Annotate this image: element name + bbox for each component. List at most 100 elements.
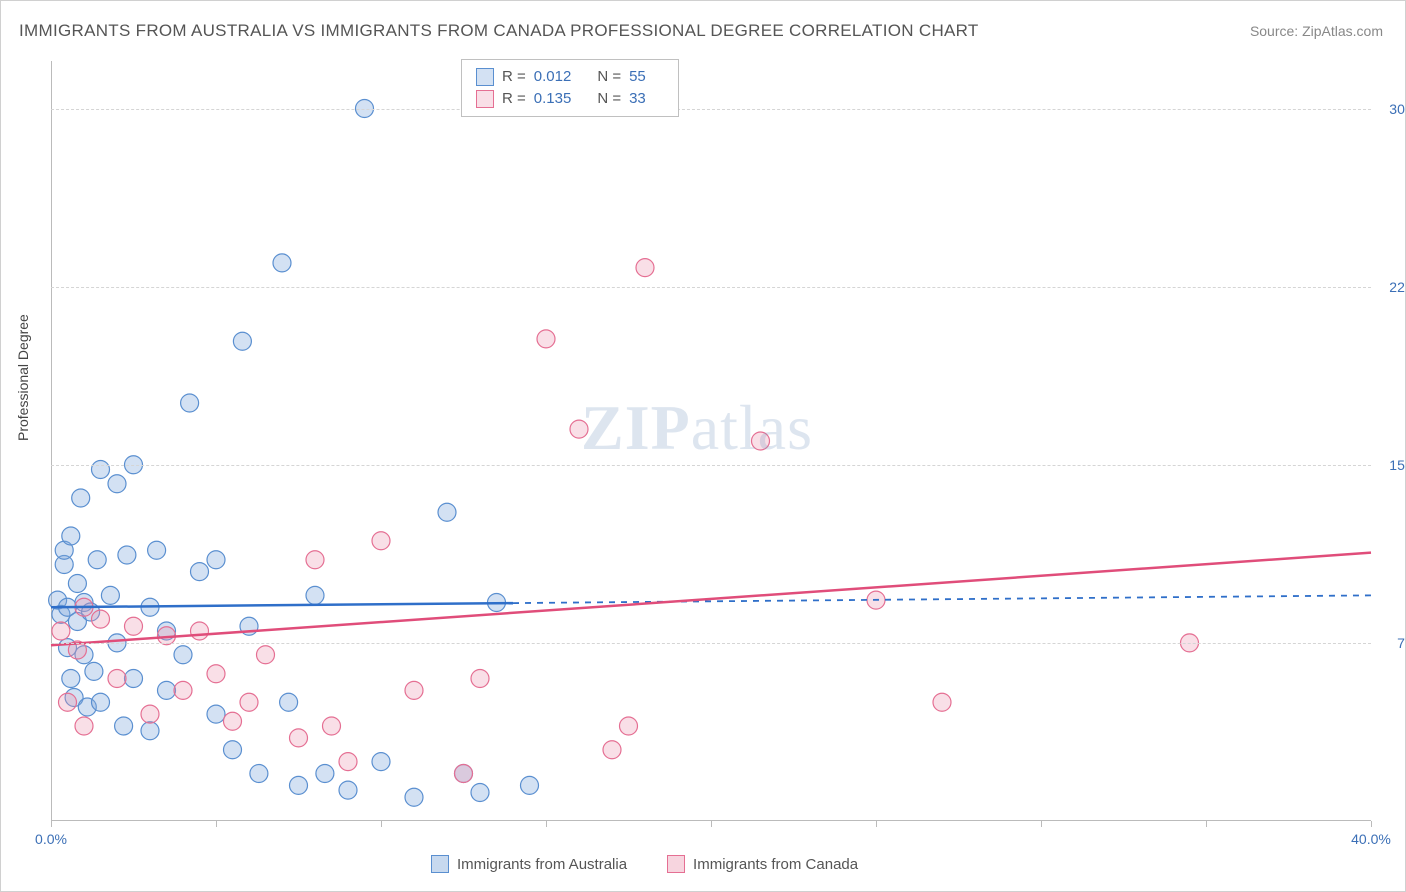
r-value: 0.135: [534, 88, 572, 110]
data-point: [280, 693, 298, 711]
plot-area: 7.5%15.0%22.5%30.0%0.0%40.0%: [51, 61, 1371, 821]
legend-item: Immigrants from Canada: [667, 855, 858, 873]
data-point: [191, 563, 209, 581]
legend-correlation: R = 0.012 N = 55R = 0.135 N = 33: [461, 59, 679, 117]
n-value: 33: [629, 88, 646, 110]
data-point: [306, 551, 324, 569]
legend-swatch: [476, 68, 494, 86]
plot-svg: [51, 61, 1371, 821]
ytick-label: 15.0%: [1389, 457, 1406, 473]
data-point: [521, 776, 539, 794]
data-point: [405, 788, 423, 806]
data-point: [405, 681, 423, 699]
xtick-mark: [1041, 821, 1042, 827]
r-value: 0.012: [534, 66, 572, 88]
legend-swatch: [476, 90, 494, 108]
data-point: [125, 670, 143, 688]
data-point: [85, 662, 103, 680]
data-point: [372, 753, 390, 771]
xtick-label: 0.0%: [35, 831, 67, 847]
data-point: [108, 475, 126, 493]
regression-line-ext: [513, 595, 1371, 603]
legend-item: Immigrants from Australia: [431, 855, 627, 873]
data-point: [181, 394, 199, 412]
xtick-mark: [711, 821, 712, 827]
data-point: [537, 330, 555, 348]
data-point: [62, 527, 80, 545]
data-point: [62, 670, 80, 688]
data-point: [224, 741, 242, 759]
data-point: [471, 670, 489, 688]
data-point: [471, 784, 489, 802]
ytick-label: 7.5%: [1397, 635, 1406, 651]
data-point: [72, 489, 90, 507]
n-value: 55: [629, 66, 646, 88]
n-label: N =: [597, 88, 621, 110]
source-attribution: Source: ZipAtlas.com: [1250, 23, 1383, 39]
data-point: [250, 765, 268, 783]
xtick-mark: [216, 821, 217, 827]
data-point: [438, 503, 456, 521]
data-point: [233, 332, 251, 350]
data-point: [174, 681, 192, 699]
data-point: [603, 741, 621, 759]
data-point: [339, 753, 357, 771]
data-point: [240, 693, 258, 711]
ytick-label: 30.0%: [1389, 101, 1406, 117]
data-point: [290, 729, 308, 747]
data-point: [148, 541, 166, 559]
data-point: [118, 546, 136, 564]
data-point: [92, 461, 110, 479]
data-point: [372, 532, 390, 550]
legend-series: Immigrants from Australia Immigrants from…: [431, 855, 858, 873]
data-point: [108, 670, 126, 688]
data-point: [316, 765, 334, 783]
data-point: [257, 646, 275, 664]
legend-stat-row: R = 0.135 N = 33: [476, 88, 664, 110]
xtick-label: 40.0%: [1351, 831, 1391, 847]
xtick-mark: [546, 821, 547, 827]
chart-container: IMMIGRANTS FROM AUSTRALIA VS IMMIGRANTS …: [0, 0, 1406, 892]
r-label: R =: [502, 66, 526, 88]
regression-line: [51, 553, 1371, 646]
data-point: [306, 586, 324, 604]
y-axis-label: Professional Degree: [15, 314, 31, 441]
data-point: [68, 575, 86, 593]
data-point: [59, 693, 77, 711]
xtick-mark: [876, 821, 877, 827]
data-point: [290, 776, 308, 794]
xtick-mark: [1371, 821, 1372, 827]
data-point: [323, 717, 341, 735]
data-point: [141, 722, 159, 740]
data-point: [92, 693, 110, 711]
gridline: [51, 465, 1371, 466]
legend-label: Immigrants from Canada: [693, 856, 858, 873]
data-point: [455, 765, 473, 783]
data-point: [207, 551, 225, 569]
data-point: [752, 432, 770, 450]
data-point: [52, 622, 70, 640]
data-point: [92, 610, 110, 628]
legend-swatch: [431, 855, 449, 873]
r-label: R =: [502, 88, 526, 110]
data-point: [101, 586, 119, 604]
gridline: [51, 109, 1371, 110]
gridline: [51, 643, 1371, 644]
data-point: [636, 259, 654, 277]
xtick-mark: [381, 821, 382, 827]
data-point: [125, 617, 143, 635]
chart-title: IMMIGRANTS FROM AUSTRALIA VS IMMIGRANTS …: [19, 21, 979, 41]
regression-line: [51, 603, 513, 607]
data-point: [191, 622, 209, 640]
data-point: [141, 705, 159, 723]
xtick-mark: [51, 821, 52, 827]
data-point: [224, 712, 242, 730]
data-point: [339, 781, 357, 799]
data-point: [207, 665, 225, 683]
legend-stat-row: R =0.012N =55: [476, 66, 664, 88]
legend-label: Immigrants from Australia: [457, 856, 627, 873]
data-point: [620, 717, 638, 735]
legend-swatch: [667, 855, 685, 873]
data-point: [174, 646, 192, 664]
data-point: [273, 254, 291, 272]
